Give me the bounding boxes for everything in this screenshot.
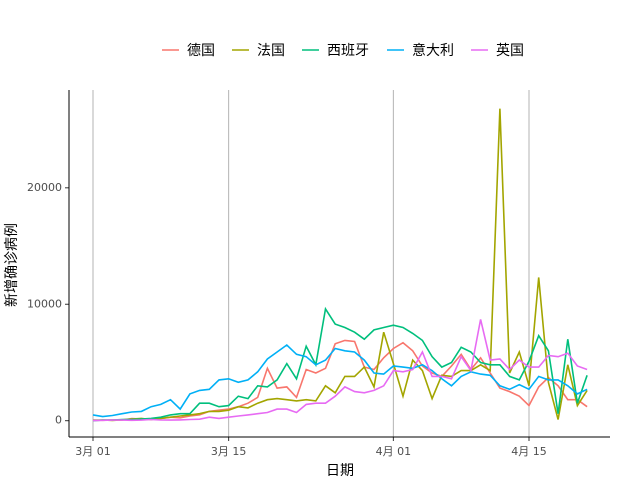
x-axis-label: 日期 [326, 463, 354, 479]
legend-label: 德国 [187, 43, 215, 59]
x-tick-label: 4月 15 [511, 445, 547, 458]
series-line [92, 339, 588, 422]
x-tick-label: 4月 01 [376, 445, 412, 458]
y-axis-label: 新增确诊病例 [4, 223, 20, 307]
y-tick-label: 0 [55, 414, 62, 427]
series-line [92, 306, 588, 422]
legend-label: 意大利 [412, 42, 454, 59]
y-tick-label: 20000 [27, 181, 62, 194]
x-tick-label: 3月 15 [211, 445, 247, 458]
series-line [92, 319, 588, 422]
series-line [92, 108, 588, 422]
x-tick-label: 3月 01 [75, 445, 111, 458]
legend-label: 英国 [496, 42, 524, 59]
legend-label: 法国 [257, 43, 285, 59]
legend-label: 西班牙 [327, 43, 369, 59]
y-tick-label: 10000 [27, 297, 62, 310]
series-line [92, 343, 588, 418]
